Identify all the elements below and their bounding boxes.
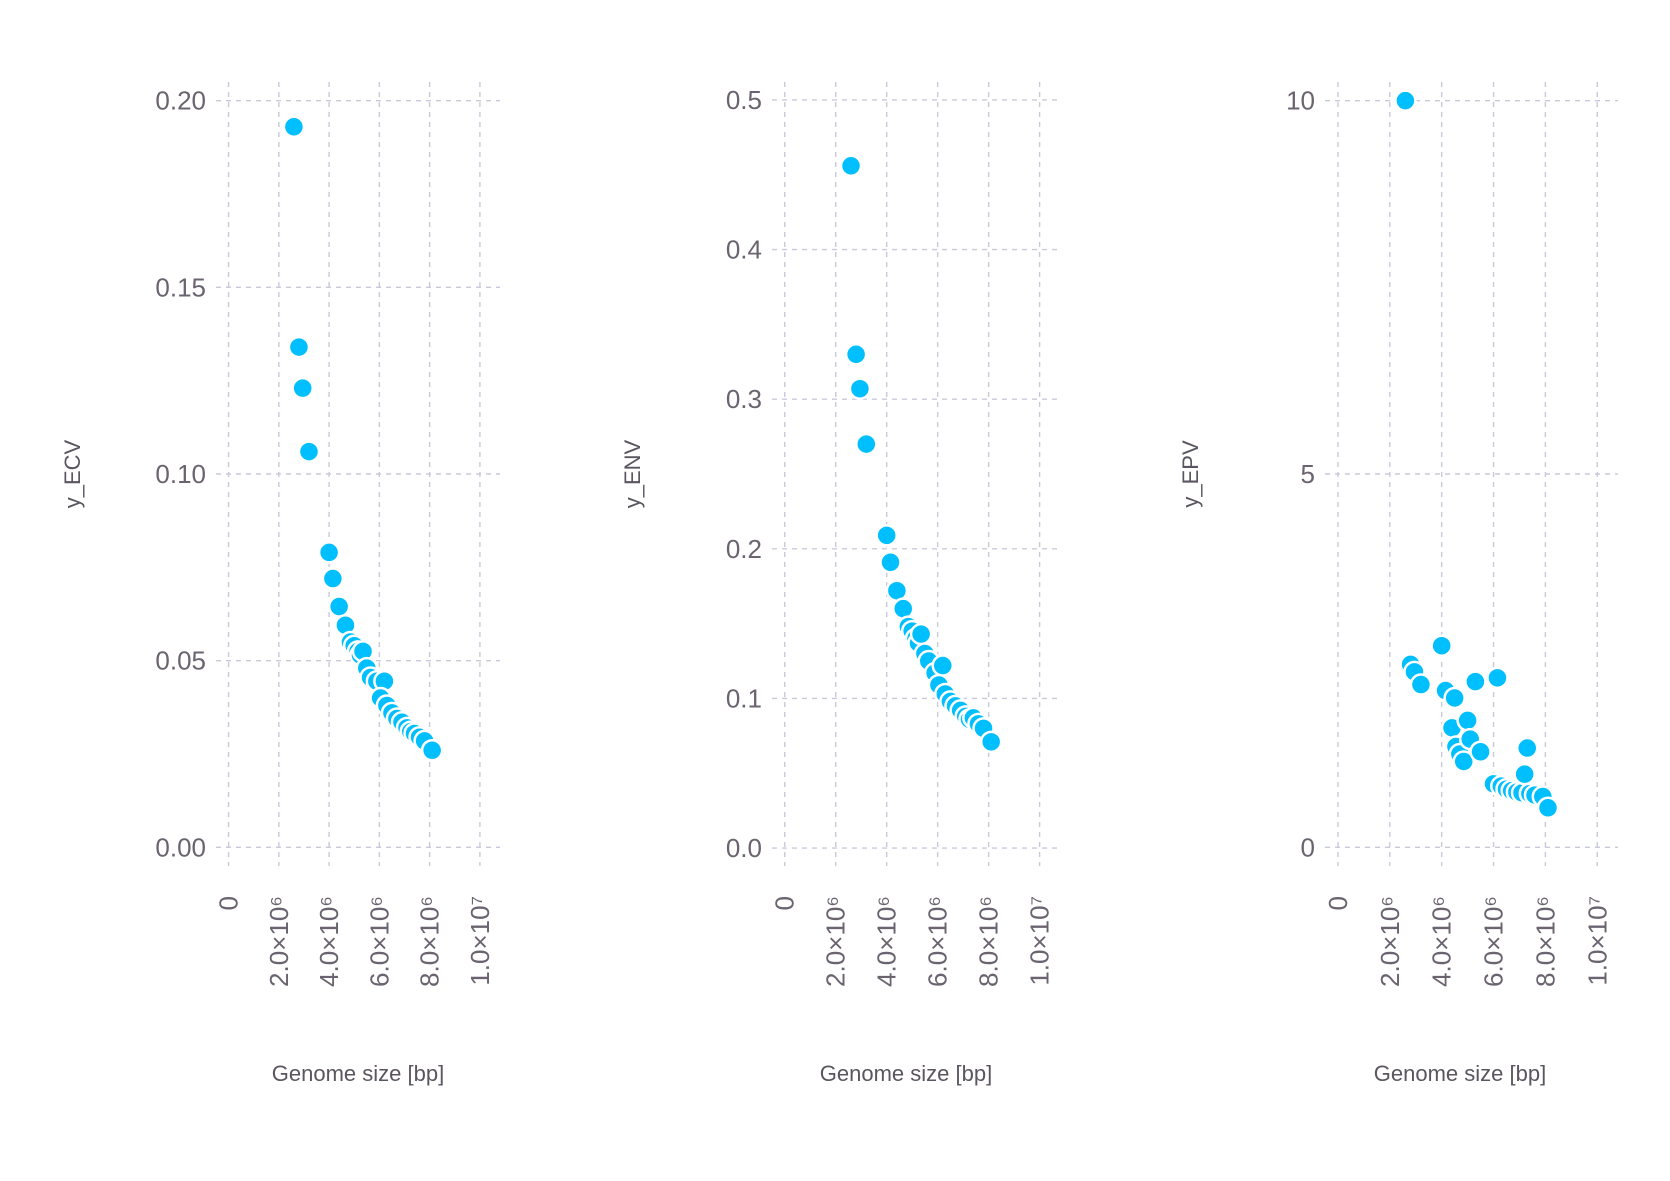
data-point [839, 154, 863, 178]
x-tick-label: 1.0×10⁷ [465, 896, 495, 986]
data-point [931, 654, 955, 677]
y-tick-label: 0.5 [726, 85, 762, 115]
data-point [287, 335, 311, 359]
data-point [1515, 736, 1539, 760]
x-tick-label: 2.0×10⁶ [821, 896, 851, 987]
x-tick-label: 6.0×10⁶ [364, 896, 394, 987]
y-tick-label: 5 [1301, 459, 1315, 489]
y-tick-label: 0.1 [726, 683, 762, 713]
y-tick-label: 10 [1286, 86, 1315, 116]
y-tick-label: 0.05 [155, 646, 206, 676]
x-tick-label: 2.0×10⁶ [264, 896, 294, 987]
data-point [979, 730, 1003, 754]
data-point [1469, 740, 1492, 764]
y-tick-label: 0.15 [155, 272, 206, 302]
y-tick-label: 0.10 [155, 459, 206, 489]
x-tick-label: 8.0×10⁶ [974, 896, 1004, 987]
y-tick-label: 0.2 [726, 534, 762, 564]
data-point [848, 377, 872, 400]
x-tick-label: 4.0×10⁶ [314, 896, 344, 987]
data-point [1456, 709, 1479, 732]
x-tick-label: 4.0×10⁶ [1427, 896, 1457, 987]
x-axis-label: Genome size [bp] [820, 1061, 992, 1086]
data-point [844, 343, 868, 366]
data-point [855, 432, 878, 456]
y-tick-label: 0.00 [155, 832, 206, 862]
x-tick-label: 0 [1323, 896, 1353, 910]
panel-env: 0 2.0×10⁶ 4.0×10⁶ 6.0×10⁶ 8.0×10⁶ 1.0×10⁷ 0.0 0… [620, 82, 1060, 1086]
x-tick-label: 8.0×10⁶ [415, 896, 445, 987]
y-tick-label: 0.0 [726, 833, 762, 863]
data-point [1443, 686, 1466, 710]
data-point [1430, 634, 1453, 657]
data-point [1464, 670, 1487, 693]
x-tick-label: 8.0×10⁶ [1530, 896, 1560, 987]
y-tick-label: 0 [1301, 832, 1315, 862]
x-tick-label: 6.0×10⁶ [1479, 896, 1509, 987]
x-tick-label: 1.0×10⁷ [1025, 896, 1055, 986]
x-tick-label: 6.0×10⁶ [923, 896, 953, 987]
x-tick-label: 2.0×10⁶ [1375, 896, 1405, 987]
y-tick-label: 0.20 [155, 86, 206, 116]
data-point [1394, 89, 1417, 112]
y-tick-label: 0.3 [726, 384, 762, 414]
y-axis-label: y_ECV [60, 439, 85, 508]
data-point [297, 440, 321, 463]
panel-epv: 0 2.0×10⁶ 4.0×10⁶ 6.0×10⁶ 8.0×10⁶ 1.0×10⁷ 0 5 10… [1178, 82, 1618, 1086]
data-point [1513, 762, 1536, 786]
panel-ecv: 0 2.0×10⁶ 4.0×10⁶ 6.0×10⁶ 8.0×10⁶ 1.0×10⁷ 0.00… [60, 82, 500, 1086]
data-point [282, 115, 306, 139]
x-axis-label: Genome size [bp] [272, 1061, 444, 1086]
data-point [1409, 673, 1433, 696]
data-point [1452, 750, 1475, 773]
data-point [879, 551, 902, 574]
y-tick-label: 0.4 [726, 235, 762, 265]
data-point [321, 567, 345, 590]
data-point [909, 622, 933, 646]
data-point [327, 595, 351, 618]
x-tick-label: 0 [770, 896, 800, 910]
x-tick-label: 1.0×10⁷ [1582, 896, 1612, 986]
data-point [420, 739, 444, 762]
data-point [1486, 666, 1509, 690]
x-axis-label: Genome size [bp] [1374, 1061, 1546, 1086]
data-point [1536, 796, 1560, 820]
y-axis-label: y_ENV [620, 439, 645, 508]
y-axis-label: y_EPV [1178, 440, 1203, 508]
x-tick-label: 0 [214, 896, 244, 910]
data-point [875, 524, 898, 547]
data-point [317, 541, 341, 564]
x-tick-label: 4.0×10⁶ [872, 896, 902, 987]
data-point [291, 376, 314, 400]
